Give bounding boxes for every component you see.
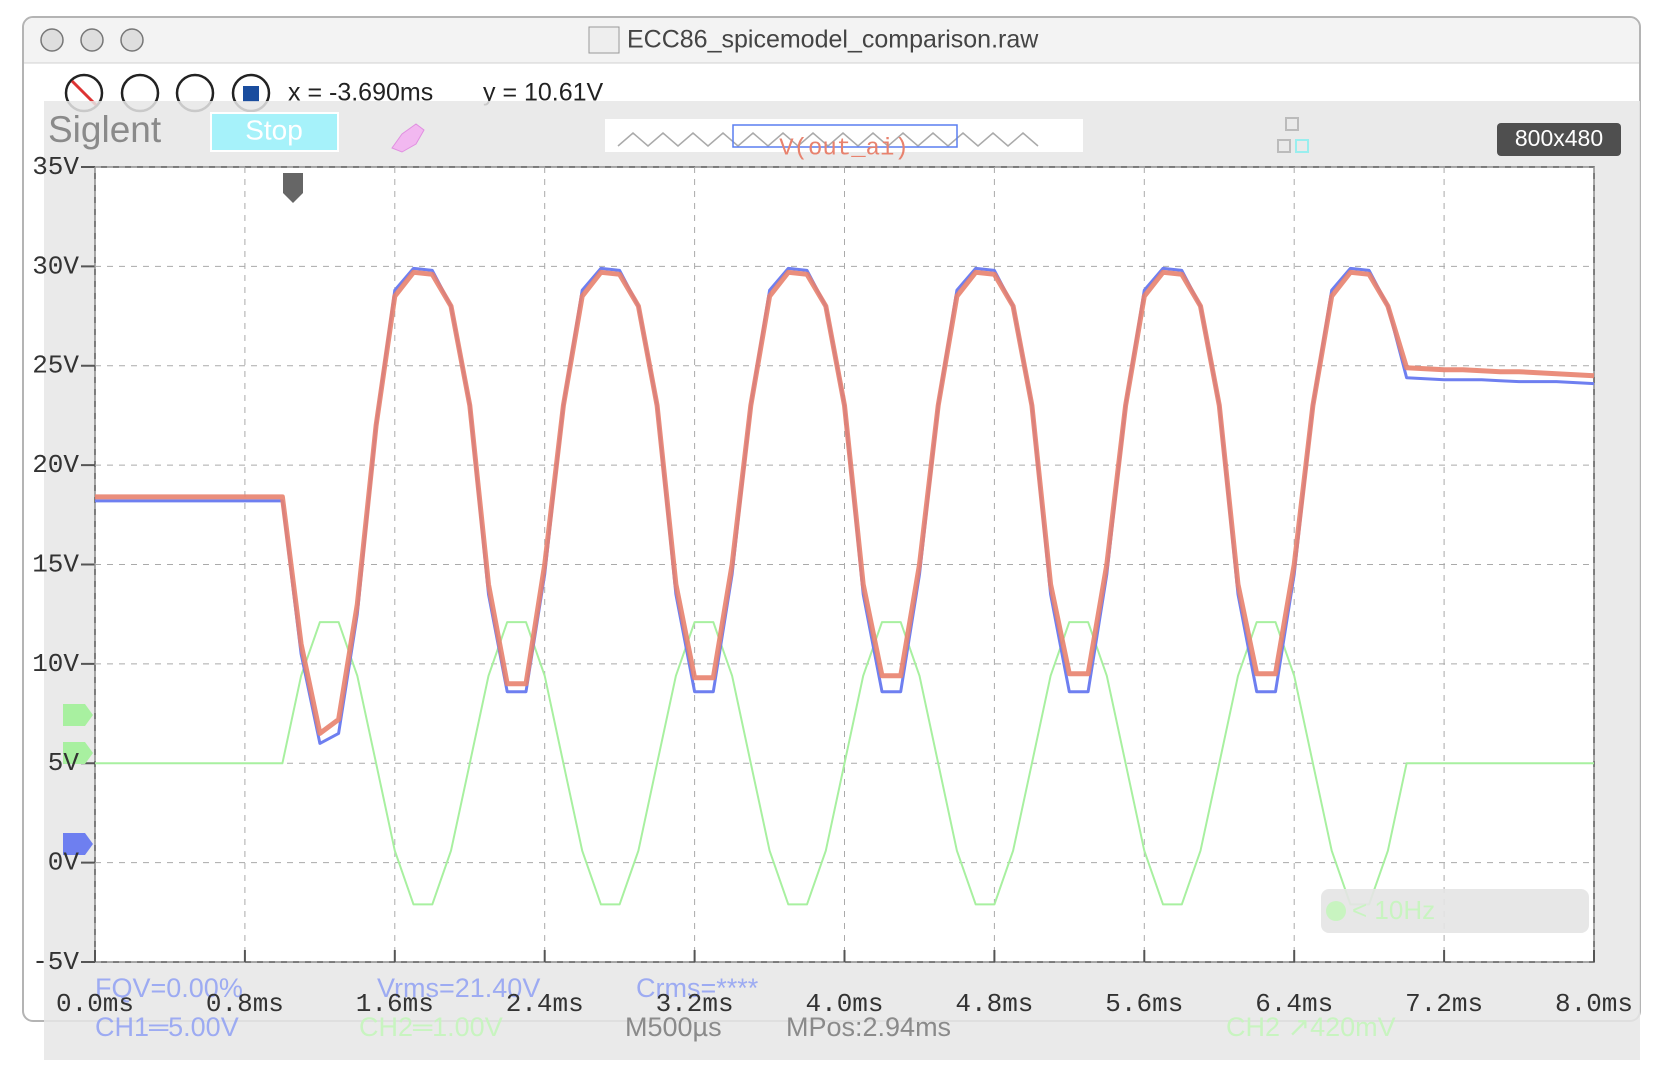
series-line [95,621,1594,906]
network-icon [1277,117,1309,153]
y-tick-label: 20V [32,450,79,480]
axis-labels: 35V 30V 25V 20V 15V 10V 5V 0V -5V 0.0ms 0.8ms 1.6ms… [32,152,1633,1019]
measurement: Vrms=21.40V [377,973,540,1003]
x-tick-label: 7.2ms [1405,989,1483,1019]
tool-icon-fill [243,86,259,102]
status-box [210,112,339,152]
x-tick-label: 8.0ms [1555,989,1633,1019]
y-tick-label: -5V [32,947,79,977]
channel-info: MPos:2.94ms [786,1012,951,1042]
x-tick-label: 4.8ms [955,989,1033,1019]
trigger-marker [283,173,303,203]
channel-info: M500µs [625,1012,722,1042]
measurement: FQV=0.00% [95,973,243,1003]
overview-wave [617,132,1039,147]
network-node [1285,117,1299,131]
trigger-box [1321,889,1589,933]
x-tick-label: 6.4ms [1255,989,1333,1019]
x-tick-label: 4.0ms [805,989,883,1019]
x-tick-label: 2.4ms [506,989,584,1019]
x-tick-label: 1.6ms [356,989,434,1019]
x-tick-label: 3.2ms [656,989,734,1019]
y-tick-label: 35V [32,152,79,182]
channel-info: CH2 ↗420mV [1226,1012,1396,1042]
series-line [95,269,1595,736]
x-tick-label: 0.8ms [206,989,284,1019]
resolution-badge [1497,123,1621,156]
scope-status: Stop [245,114,303,145]
minimize-button[interactable] [80,28,104,52]
ch1-marker [63,833,93,855]
traces [95,266,1595,906]
y-tick-label: 15V [32,549,79,579]
zoom-button[interactable] [120,28,144,52]
x-tick-label: 0.0ms [56,989,134,1019]
y-tick-label: 25V [32,351,79,381]
x-tick-label: 5.6ms [1105,989,1183,1019]
y-tick-label: 5V [48,748,80,778]
trigger-dot [1326,901,1346,921]
overview-window [732,124,958,148]
close-button[interactable] [40,28,64,52]
window-title: ECC86_spicemodel_comparison.raw [627,26,1039,54]
channel-info: CH1═5.00V [95,1012,239,1042]
pen-icon [391,123,425,153]
scope-brand: Siglent [48,109,162,150]
series-label: V(out_ai) [779,135,909,162]
network-node [1295,139,1309,153]
measurement: Crms=**** [636,973,759,1003]
trigger-level-marker [63,704,93,726]
y-tick-label: 0V [48,848,80,878]
title-bar [24,18,1639,63]
resolution: 800x480 [1515,125,1603,151]
y-tick-label: 10V [32,649,79,679]
ch2-marker [63,742,93,764]
channel-info: CH2═1.00V [359,1012,503,1042]
file-icon [588,26,620,54]
trigger-freq: < 10Hz [1352,895,1435,925]
y-tick-label: 30V [32,251,79,281]
network-node [1277,139,1291,153]
